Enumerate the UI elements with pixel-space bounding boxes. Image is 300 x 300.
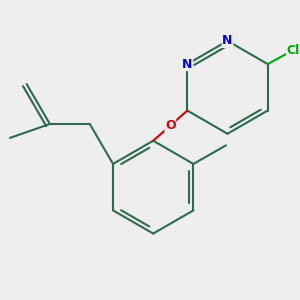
Text: N: N bbox=[222, 34, 233, 47]
Text: N: N bbox=[182, 58, 193, 70]
Text: O: O bbox=[165, 119, 175, 132]
Text: Cl: Cl bbox=[286, 44, 300, 57]
